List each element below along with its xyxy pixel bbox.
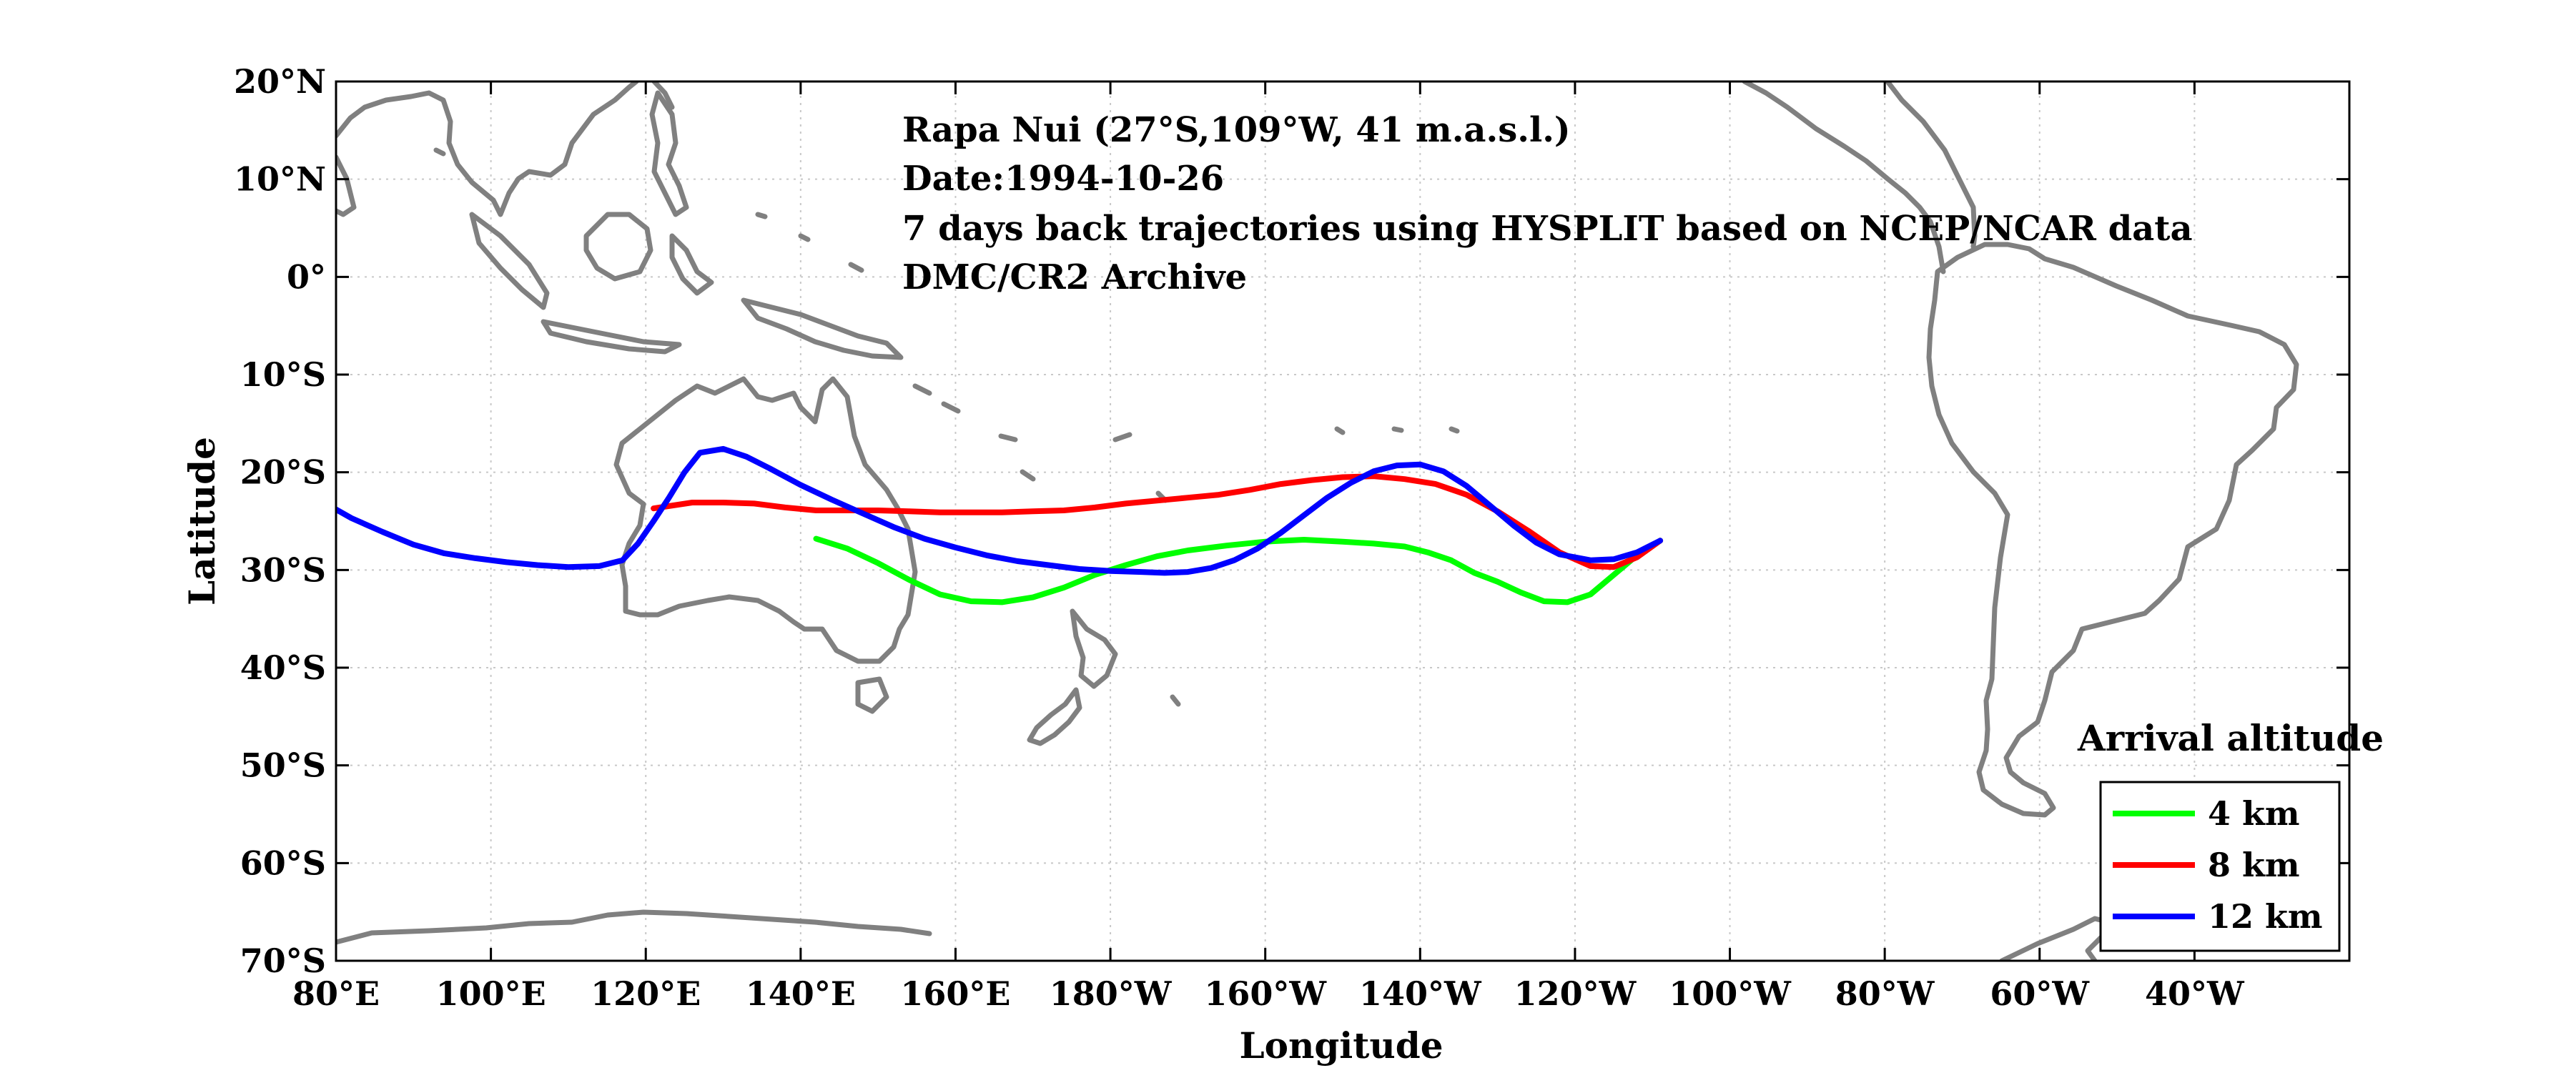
coastline-tasmania bbox=[855, 676, 889, 714]
x-tick-label: 160°W bbox=[1204, 974, 1327, 1013]
plot-area bbox=[336, 81, 2349, 961]
x-tick-label: 140°W bbox=[1359, 974, 1482, 1013]
coastline-australia bbox=[613, 376, 918, 664]
trajectory-line-12-km bbox=[336, 445, 1664, 576]
info-line-date: Date:1994-10-26 bbox=[902, 159, 1224, 199]
y-tick-label: 0° bbox=[287, 257, 326, 296]
coastline-new-zealand-north bbox=[1070, 608, 1118, 689]
legend: Arrival altitude 4 km 8 km 12 km bbox=[2077, 717, 2384, 952]
trajectory-series bbox=[336, 445, 1664, 605]
legend-title: Arrival altitude bbox=[2077, 717, 2384, 759]
y-tick-label: 70°S bbox=[240, 941, 326, 980]
info-text-block: Rapa Nui (27°S,109°W, 41 m.a.s.l.) Date:… bbox=[902, 110, 2193, 297]
x-tick-label: 120°E bbox=[591, 974, 701, 1013]
coastline-borneo bbox=[583, 212, 653, 282]
y-axis-ticks: 20°N 10°N 0° 10°S 20°S 30°S 40°S 50°S 60°S 70°S bbox=[234, 62, 2349, 980]
y-tick-label: 20°S bbox=[240, 453, 326, 492]
axes-box bbox=[335, 80, 2351, 962]
coastline-islands-melanesia bbox=[433, 147, 1460, 707]
y-tick-label: 30°S bbox=[240, 550, 326, 589]
info-line-station: Rapa Nui (27°S,109°W, 41 m.a.s.l.) bbox=[902, 110, 1571, 150]
legend-label: 8 km bbox=[2208, 846, 2300, 884]
x-axis-ticks: 80°E 100°E 120°E 140°E 160°E 180°W 160°W 140°W 1… bbox=[292, 81, 2245, 1013]
trajectory-line-4-km bbox=[813, 535, 1664, 605]
y-tick-label: 40°S bbox=[240, 648, 326, 687]
coastline-central-america-east bbox=[1885, 81, 1978, 249]
legend-label: 4 km bbox=[2208, 794, 2300, 833]
coastline-antarctica bbox=[336, 909, 932, 945]
legend-items: 4 km 8 km 12 km bbox=[2113, 794, 2323, 936]
y-tick-label: 50°S bbox=[240, 746, 326, 785]
coastline-philippines bbox=[649, 90, 689, 217]
coastline-new-zealand-south bbox=[1027, 687, 1082, 746]
coastline-new-guinea bbox=[741, 297, 904, 360]
y-tick-label: 10°N bbox=[234, 160, 326, 199]
y-tick-label: 20°N bbox=[234, 62, 326, 101]
x-tick-label: 60°W bbox=[1990, 974, 2090, 1013]
coastline-asia-mainland bbox=[336, 81, 639, 217]
info-line-method: 7 days back trajectories using HYSPLIT b… bbox=[902, 209, 2193, 249]
x-tick-label: 80°E bbox=[292, 974, 380, 1013]
coastline-sulawesi bbox=[669, 233, 714, 296]
coastlines bbox=[336, 81, 2299, 961]
coastline-south-america bbox=[1926, 242, 2299, 818]
x-axis-label: Longitude bbox=[1239, 1024, 1443, 1067]
x-tick-label: 80°W bbox=[1835, 974, 1935, 1013]
coastline-central-america bbox=[1742, 81, 1946, 275]
x-tick-label: 40°W bbox=[2145, 974, 2245, 1013]
x-tick-label: 100°E bbox=[436, 974, 546, 1013]
info-line-archive: DMC/CR2 Archive bbox=[902, 257, 1247, 297]
coastline-java bbox=[541, 319, 682, 355]
y-tick-label: 60°S bbox=[240, 844, 326, 882]
coastline-india-tip bbox=[336, 154, 357, 217]
coastline-sumatra bbox=[469, 212, 550, 310]
y-axis-label: Latitude bbox=[181, 437, 223, 605]
coastline-japan bbox=[651, 81, 675, 110]
x-tick-label: 140°E bbox=[746, 974, 856, 1013]
x-tick-label: 120°W bbox=[1514, 974, 1637, 1013]
trajectory-line-8-km bbox=[651, 473, 1664, 570]
x-tick-label: 100°W bbox=[1669, 974, 1792, 1013]
legend-label: 12 km bbox=[2208, 897, 2323, 936]
y-tick-label: 10°S bbox=[240, 355, 326, 394]
x-tick-label: 160°E bbox=[900, 974, 1010, 1013]
x-tick-label: 180°W bbox=[1050, 974, 1173, 1013]
